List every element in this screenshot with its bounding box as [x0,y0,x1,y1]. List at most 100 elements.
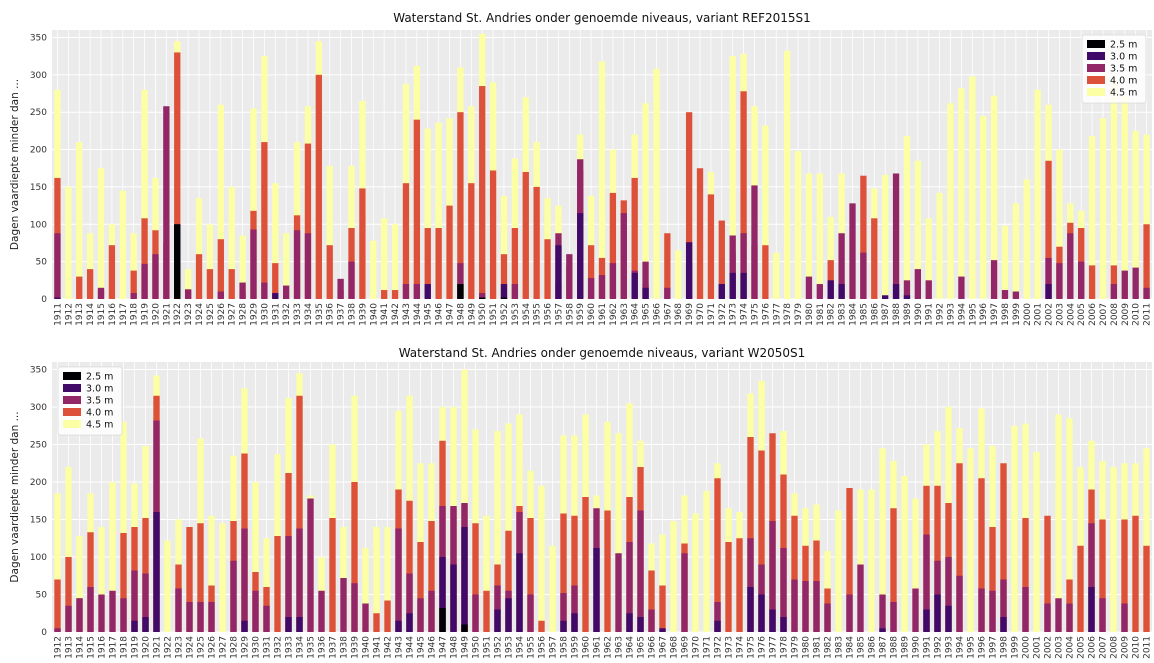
bar [1000,463,1007,632]
bar [351,482,358,632]
x-tick-label: 2009 [1121,636,1131,659]
bar [217,291,224,299]
bar [175,588,182,632]
x-tick-label: 1998 [1001,303,1011,326]
bar [967,448,974,632]
x-tick-label: 1991 [923,636,933,659]
bar [65,605,72,632]
x-tick-label: 1912 [54,636,64,659]
bar [664,233,671,299]
bar [195,254,203,299]
bar [315,74,322,299]
bar [186,602,193,632]
bar [598,61,606,300]
x-tick-label: 2006 [1088,636,1098,659]
legend: 2.5 m3.0 m3.5 m4.0 m4.5 m [57,366,123,436]
x-tick-label: 1947 [439,636,449,659]
bar [381,290,388,299]
bar [424,228,431,299]
x-tick-label: 1970 [692,636,702,659]
bar [261,282,268,299]
bar [956,463,963,632]
x-tick-label: 1922 [173,303,183,326]
y-tick-label: 0 [41,628,47,638]
bar [142,573,149,632]
bar [1034,89,1041,300]
bar [406,613,413,632]
x-tick-label: 1958 [560,636,570,659]
x-tick-label: 1916 [98,636,108,659]
bar [714,602,721,632]
bar [461,624,468,632]
legend-label: 3.5 m [1110,64,1137,75]
bar [1012,291,1020,299]
x-tick-label: 2005 [1077,636,1087,659]
bar [489,170,497,299]
legend-swatch [63,384,81,392]
bar [783,50,791,299]
bar [566,254,573,299]
bar [892,284,900,299]
bar [747,538,754,632]
x-tick-label: 1954 [516,636,526,659]
bar [1066,603,1073,632]
bar [54,233,61,299]
bar [505,530,512,632]
x-tick-label: 1995 [967,636,977,659]
bar [827,260,834,299]
bar [120,598,127,632]
bar [359,188,366,299]
bar [435,228,442,299]
y-tick-label: 150 [30,183,47,193]
x-tick-label: 1989 [903,303,913,326]
bar [76,598,83,632]
bar [637,617,644,632]
chart-title: Waterstand St. Andries onder genoemde ni… [399,346,806,360]
bar [1022,587,1029,632]
x-tick-label: 1969 [685,303,695,326]
bar [849,203,856,299]
x-tick-label: 2007 [1099,303,1109,326]
legend-swatch [1087,52,1105,60]
bar [206,224,214,299]
bar [791,515,798,632]
legend-label: 4.0 m [1110,76,1137,87]
legend-swatch [63,396,81,404]
bar [549,545,556,632]
x-tick-label: 1984 [848,303,858,326]
x-tick-label: 1978 [783,303,793,326]
bar [500,297,508,299]
bar [747,437,754,632]
x-tick-label: 1931 [263,636,273,659]
bar [272,293,279,299]
x-tick-label: 1949 [461,636,471,659]
bar [1132,267,1139,299]
bar [424,128,431,299]
bar [947,103,954,299]
legend-swatch [63,420,81,428]
bar [637,510,644,632]
bar [494,431,501,632]
bar [718,284,725,299]
x-tick-label: 1935 [315,303,325,326]
bar [500,284,508,299]
x-tick-label: 1949 [467,303,477,326]
x-tick-label: 1940 [362,636,372,659]
x-tick-label: 1999 [1011,636,1021,659]
bar [653,68,660,299]
bar [381,218,388,299]
bar [664,287,671,299]
legend-label: 4.5 m [1110,88,1137,99]
bar [119,190,126,299]
bar [890,508,897,632]
bar [914,160,921,299]
bar [903,136,911,299]
bar [813,581,820,632]
bar [141,89,148,300]
x-tick-label: 1986 [868,636,878,659]
bar [560,620,567,632]
x-tick-label: 1936 [318,636,328,659]
x-tick-label: 1920 [151,303,161,326]
legend-label: 3.5 m [86,396,113,407]
bar [228,186,235,299]
